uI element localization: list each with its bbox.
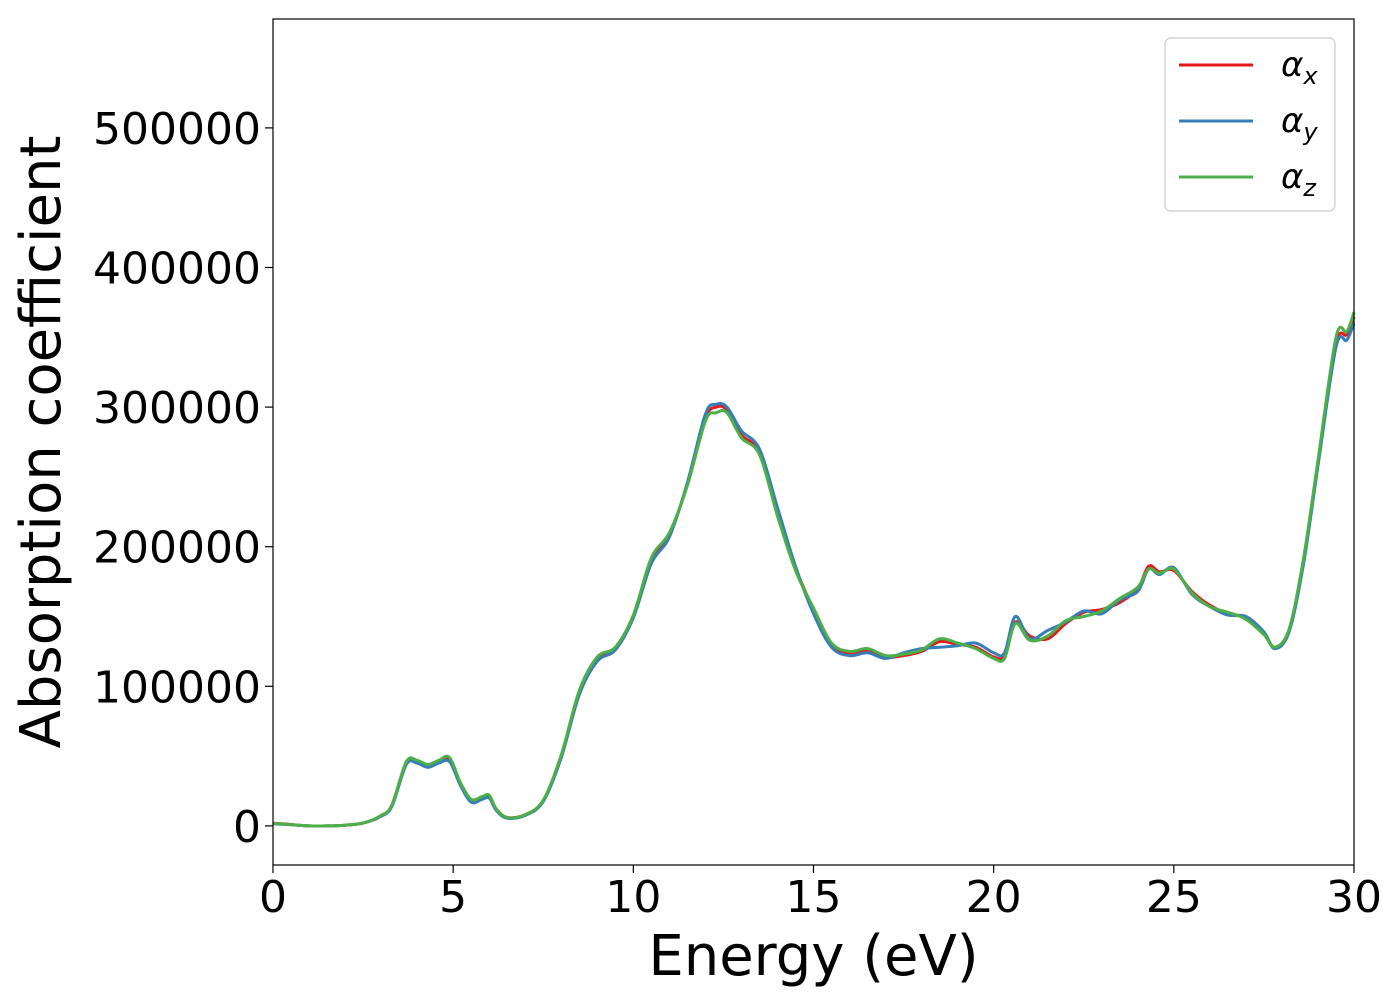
- series-line-αx: [272, 315, 1356, 828]
- y-axis-ticks: 0 100000 200000 300000 400000 500000: [93, 104, 273, 853]
- series-line-αz: [272, 311, 1356, 828]
- y-tick-label: 100000: [93, 662, 261, 713]
- series-line-αy: [272, 322, 1356, 828]
- series-layer: [272, 311, 1356, 828]
- y-axis-title: Absorption coefficient: [9, 136, 74, 749]
- legend-label-αz: αz: [1281, 157, 1317, 202]
- x-axis-title: Energy (eV): [648, 924, 978, 989]
- y-tick-label: 200000: [93, 523, 261, 574]
- x-tick-label: 5: [439, 872, 467, 923]
- x-tick-label: 10: [605, 872, 661, 923]
- y-tick-label: 0: [233, 802, 261, 853]
- y-tick-label: 300000: [93, 383, 261, 434]
- x-tick-label: 20: [966, 872, 1022, 923]
- x-tick-label: 30: [1326, 872, 1382, 923]
- x-tick-label: 15: [786, 872, 842, 923]
- x-axis-ticks: 0 5 10 15 20 25 30: [259, 865, 1382, 923]
- x-tick-label: 0: [259, 872, 287, 923]
- y-tick-label: 400000: [93, 243, 261, 294]
- legend-frame: [1164, 37, 1336, 212]
- x-tick-label: 25: [1146, 872, 1202, 923]
- y-tick-label: 500000: [93, 104, 261, 155]
